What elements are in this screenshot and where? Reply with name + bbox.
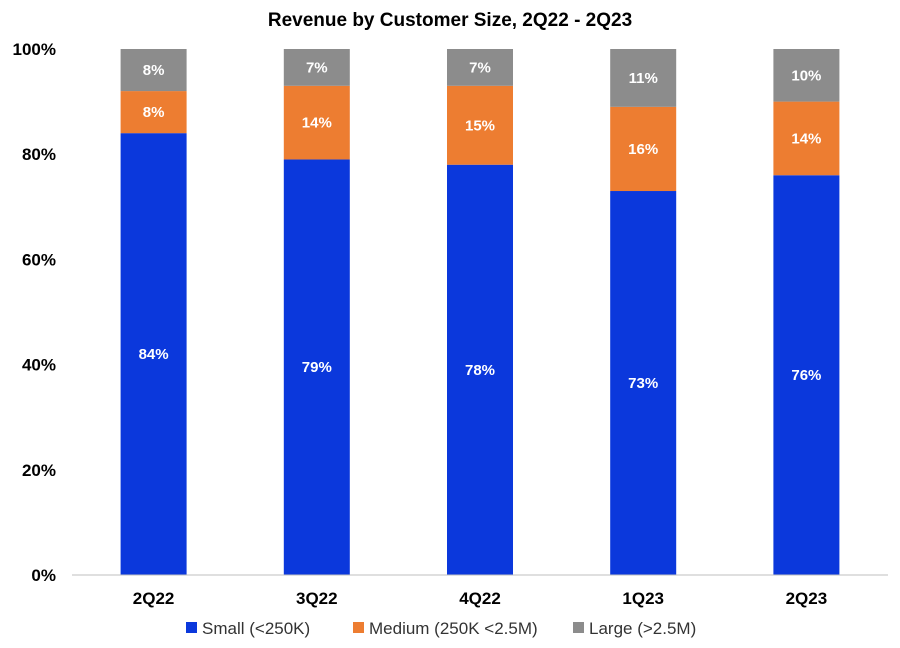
bar-segment-small-2q23 — [773, 175, 840, 576]
bar-segment-medium-4q22 — [447, 85, 513, 165]
y-tick-label: 40% — [22, 356, 56, 375]
data-label: 7% — [469, 59, 491, 76]
y-axis: 0% 20% 40% 60% 80% 100% — [13, 40, 56, 585]
bar-segment-medium-2q22 — [120, 91, 187, 134]
bar-segment-large-1q23 — [610, 49, 677, 107]
data-label: 8% — [143, 62, 165, 79]
data-label: 15% — [465, 117, 495, 134]
y-tick-label: 100% — [13, 40, 56, 59]
data-label: 78% — [465, 362, 495, 379]
legend-swatch-small — [186, 622, 197, 633]
legend: Small (<250K) Medium (250K <2.5M) Large (>… — [186, 619, 696, 638]
bar-segment-small-2q22 — [120, 133, 187, 575]
bars: 84% 8% 8% 79% 14% 7% 78% 15% 7% 73% 16% 11% 76% 14% 10… — [120, 49, 840, 576]
bar-segment-small-3q22 — [283, 159, 350, 575]
data-label: 11% — [629, 70, 658, 87]
data-label: 79% — [302, 359, 332, 376]
legend-swatch-medium — [353, 622, 364, 633]
bar-segment-large-2q23 — [773, 49, 840, 102]
bar-segment-small-4q22 — [447, 164, 513, 575]
data-label: 84% — [139, 346, 169, 363]
data-label: 7% — [306, 59, 328, 76]
bar-segment-large-4q22 — [447, 49, 513, 86]
data-label: 14% — [791, 130, 821, 147]
bar-segment-medium-1q23 — [610, 106, 677, 192]
legend-label-medium: Medium (250K <2.5M) — [369, 619, 538, 638]
x-tick-label: 2Q22 — [133, 589, 175, 608]
y-tick-label: 60% — [22, 250, 56, 269]
data-label: 16% — [628, 141, 658, 158]
x-tick-label: 2Q23 — [786, 589, 828, 608]
data-label: 76% — [791, 367, 821, 384]
bar-segment-large-2q22 — [120, 49, 187, 92]
data-label: 14% — [302, 115, 332, 132]
legend-label-large: Large (>2.5M) — [589, 619, 696, 638]
data-label: 10% — [791, 67, 821, 84]
chart-title: Revenue by Customer Size, 2Q22 - 2Q23 — [268, 10, 632, 31]
bar-segment-large-3q22 — [283, 49, 350, 86]
bar-segment-medium-3q22 — [283, 85, 350, 160]
y-tick-label: 20% — [22, 461, 56, 480]
bar-segment-small-1q23 — [610, 191, 677, 575]
x-tick-label: 1Q23 — [622, 589, 664, 608]
x-tick-label: 3Q22 — [296, 589, 338, 608]
bar-segment-medium-2q23 — [773, 101, 840, 176]
x-tick-label: 4Q22 — [459, 589, 501, 608]
x-axis: 2Q22 3Q22 4Q22 1Q23 2Q23 — [133, 589, 827, 608]
y-tick-label: 80% — [22, 145, 56, 164]
legend-label-small: Small (<250K) — [202, 619, 310, 638]
data-label: 73% — [628, 375, 658, 392]
data-label: 8% — [143, 104, 165, 121]
y-tick-label: 0% — [31, 566, 56, 585]
legend-swatch-large — [573, 622, 584, 633]
